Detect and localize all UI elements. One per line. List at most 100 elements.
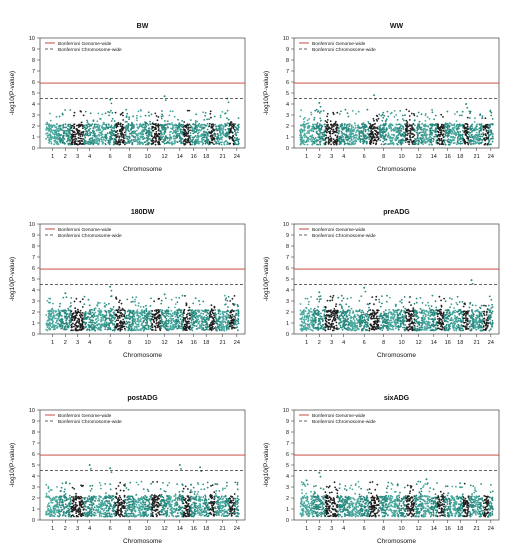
data-point [155, 128, 157, 130]
data-point [402, 142, 404, 144]
data-point [308, 122, 310, 124]
data-point [346, 139, 348, 141]
data-point [165, 321, 167, 323]
data-point [313, 119, 315, 121]
data-point [154, 318, 156, 320]
data-point [51, 313, 53, 315]
data-point [160, 130, 162, 132]
data-point [430, 130, 432, 132]
data-point [181, 320, 183, 322]
data-point [449, 122, 451, 124]
data-point [318, 127, 320, 129]
data-point [346, 128, 348, 130]
data-point [123, 136, 125, 138]
data-point [57, 131, 59, 133]
data-point [78, 130, 80, 132]
data-point [399, 110, 401, 112]
y-tick-label: 4 [286, 102, 289, 108]
data-point [391, 134, 393, 136]
data-point [75, 311, 77, 313]
data-point [105, 135, 107, 137]
data-point [454, 113, 456, 115]
data-point [66, 329, 68, 331]
data-point [444, 143, 446, 145]
data-point [155, 138, 157, 140]
data-point [464, 126, 466, 128]
data-point [237, 131, 239, 133]
data-point [154, 310, 156, 312]
data-point [302, 141, 304, 143]
data-point [345, 109, 347, 111]
data-point [125, 133, 127, 135]
data-point [162, 314, 164, 316]
data-point [175, 316, 177, 318]
data-point [313, 138, 315, 140]
data-point [490, 129, 492, 131]
data-point [369, 126, 371, 128]
data-point [76, 125, 78, 127]
data-point [225, 124, 227, 126]
data-point [94, 125, 96, 127]
data-point [179, 314, 181, 316]
data-point [382, 128, 384, 130]
data-point [196, 125, 198, 127]
data-point [408, 130, 410, 132]
data-point [195, 135, 197, 137]
chart-title: WW [390, 23, 404, 30]
data-point [68, 135, 70, 137]
data-point [165, 318, 167, 320]
data-point [388, 125, 390, 127]
data-point [492, 118, 494, 120]
data-point [336, 124, 338, 126]
data-point [149, 315, 151, 317]
data-point [70, 297, 72, 299]
data-point [165, 142, 167, 144]
data-point [447, 111, 449, 113]
data-point [82, 127, 84, 129]
y-tick-label: 4 [32, 288, 35, 294]
data-point [405, 120, 407, 122]
data-point [134, 299, 136, 301]
data-point [198, 124, 200, 126]
data-point [431, 137, 433, 139]
data-point [468, 133, 470, 135]
data-point [466, 137, 468, 139]
data-point [359, 127, 361, 129]
data-point [45, 123, 47, 125]
data-point [409, 119, 411, 121]
data-point [202, 142, 204, 144]
data-point [59, 303, 61, 305]
data-point [443, 130, 445, 132]
data-point [187, 140, 189, 142]
data-point [74, 307, 76, 309]
data-point [460, 141, 462, 143]
data-point [467, 117, 469, 119]
data-point [76, 298, 78, 300]
data-point [477, 135, 479, 137]
data-point [353, 128, 355, 130]
data-point [351, 134, 353, 136]
data-point [302, 129, 304, 131]
data-point [382, 114, 384, 116]
data-point [490, 138, 492, 140]
data-point [161, 118, 163, 120]
data-point [132, 324, 134, 326]
data-point [63, 124, 65, 126]
data-point [221, 144, 223, 146]
data-point [405, 134, 407, 136]
data-point [432, 140, 434, 142]
data-point [183, 320, 185, 322]
data-point [97, 315, 99, 317]
data-point [336, 130, 338, 132]
data-point [116, 323, 118, 325]
data-point [492, 135, 494, 137]
data-point [171, 143, 173, 145]
data-point [107, 329, 109, 331]
data-point [312, 137, 314, 139]
data-point [181, 323, 183, 325]
x-tick-label: 10 [399, 154, 405, 160]
data-point [104, 328, 106, 330]
data-point [90, 132, 92, 134]
data-point [314, 117, 316, 119]
data-point [184, 324, 186, 326]
